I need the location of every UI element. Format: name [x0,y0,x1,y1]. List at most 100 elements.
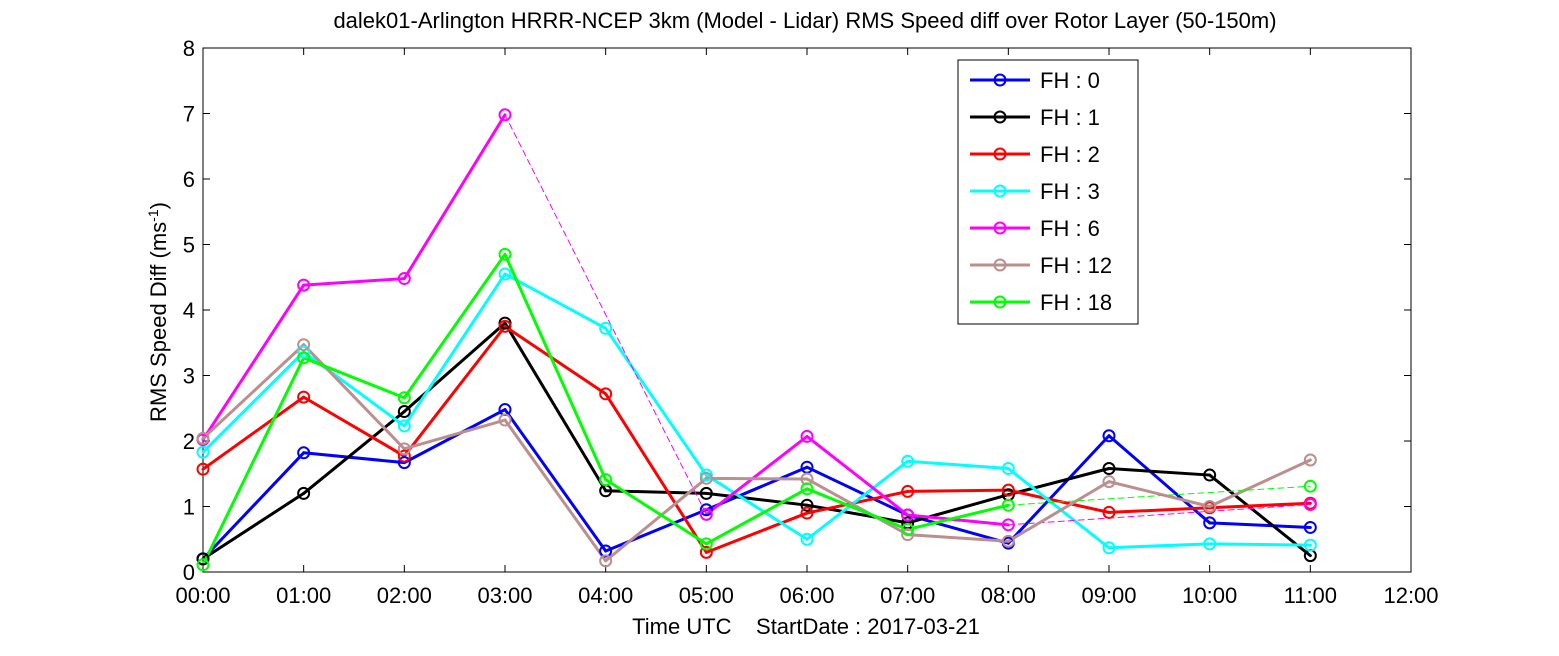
series-segment-fh-1 [302,410,406,495]
y-tick-label: 6 [183,167,195,192]
legend-label-fh-12: FH : 12 [1040,253,1112,278]
series-segment-fh-3 [906,459,1010,471]
series-segment-fh-3 [704,473,809,541]
data-point-fh-6 [1001,518,1015,532]
series-segment-fh-18 [906,503,1010,531]
data-point-fh-6 [699,507,713,521]
data-point-fh-2 [297,390,311,404]
y-tick-label: 1 [183,495,195,520]
data-point-fh-0 [699,503,713,517]
data-point-fh-6 [297,278,311,292]
chart-title: dalek01-Arlington HRRR-NCEP 3km (Model -… [333,8,1276,33]
series-segment-fh-18 [302,356,406,400]
series-segment-fh-0 [302,451,406,465]
data-point-fh-1 [1102,462,1116,476]
series-segment-fh-6 [504,114,707,515]
series-segment-fh-2 [604,392,708,554]
data-point-fh-1 [397,405,411,419]
data-point-fh-2 [901,484,915,498]
series-segment-fh-1 [1006,467,1111,497]
series-segment-fh-18 [704,487,809,546]
series-segment-fh-3 [1208,542,1312,547]
y-tick-label: 8 [183,36,195,61]
data-point-fh-12 [1203,500,1217,513]
series-segment-fh-2 [503,324,608,396]
data-point-fh-12 [1001,534,1015,548]
legend-marker-fh-6 [993,221,1007,235]
x-tick-label: 11:00 [1284,583,1337,608]
data-point-fh-0 [599,544,613,558]
legend-label-fh-0: FH : 0 [1040,68,1100,93]
data-point-fh-0 [297,446,311,460]
y-tick-label: 0 [183,560,195,585]
series-segment-fh-2 [302,395,406,458]
series-segment-fh-3 [201,350,306,454]
data-point-fh-2 [1102,505,1116,519]
series-segment-fh-18 [805,487,910,531]
data-point-fh-18 [498,247,512,261]
series-segment-fh-12 [1006,480,1111,543]
series-segment-fh-0 [201,451,306,561]
data-point-fh-6 [1303,498,1317,512]
x-tick-label: 09:00 [1081,583,1136,608]
legend-label-fh-3: FH : 3 [1040,179,1100,204]
series-segment-fh-2 [1006,488,1111,514]
legend-label-fh-18: FH : 18 [1040,290,1112,315]
data-point-fh-12 [800,472,814,486]
series-segment-fh-0 [805,465,910,517]
series-segment-fh-1 [402,321,507,414]
x-tick-label: 05:00 [679,583,734,608]
y-axis-label-main: RMS Speed Diff (ms [146,222,171,422]
data-point-fh-3 [1303,538,1317,552]
series-segment-fh-2 [402,324,507,458]
data-point-fh-0 [1303,520,1317,534]
y-tick-label: 4 [183,298,195,323]
series-segment-fh-1 [1107,467,1212,477]
series-segment-fh-6 [704,434,809,516]
legend-label-fh-1: FH : 1 [1040,105,1100,130]
data-point-fh-18 [1001,498,1015,512]
x-tick-label: 03:00 [477,583,532,608]
data-point-fh-6 [800,429,814,443]
data-point-fh-3 [1001,462,1015,476]
legend-marker-fh-12 [993,258,1007,272]
x-tick-label: 12:00 [1383,583,1438,608]
data-point-fh-18 [599,473,613,487]
series-segment-fh-1 [906,493,1010,525]
data-point-fh-3 [397,419,411,433]
data-point-fh-12 [1303,453,1317,467]
series-lines [201,113,1312,567]
series-segment-fh-3 [1006,467,1111,550]
axis-ticks: 00:00 01:00 02:00 03:00 04:00 05:00 06:00 07:00… [175,36,1438,608]
series-segment-fh-3 [1107,542,1212,550]
data-point-fh-2 [196,462,210,476]
series-segment-fh-0 [1006,434,1111,545]
legend-marker-fh-18 [993,295,1007,309]
data-point-fh-12 [498,413,512,427]
data-point-fh-12 [397,442,411,456]
series-segment-fh-12 [704,476,809,481]
data-point-fh-0 [1102,429,1116,443]
data-point-fh-3 [196,445,210,459]
legend-marker-fh-1 [993,110,1007,124]
series-markers [196,108,1317,572]
series-segment-fh-1 [1208,473,1312,558]
y-tick-label: 7 [183,102,195,127]
series-segment-fh-12 [1208,458,1312,508]
data-point-fh-2 [1001,483,1015,497]
x-tick-label: 10:00 [1182,583,1237,608]
y-axis-label-superscript: -1 [145,209,161,222]
series-segment-fh-0 [1208,521,1312,529]
data-point-fh-3 [297,345,311,359]
data-point-fh-18 [397,391,411,405]
series-segment-fh-3 [402,272,507,428]
series-segment-fh-18 [503,252,608,482]
series-segment-fh-6 [906,513,1010,527]
series-segment-fh-12 [604,476,708,563]
data-point-fh-3 [599,321,613,335]
data-point-fh-1 [1203,468,1217,482]
x-tick-label: 07:00 [880,583,935,608]
legend-label-fh-6: FH : 6 [1040,216,1100,241]
x-tick-label: 06:00 [779,583,834,608]
series-segment-fh-6 [805,434,910,517]
